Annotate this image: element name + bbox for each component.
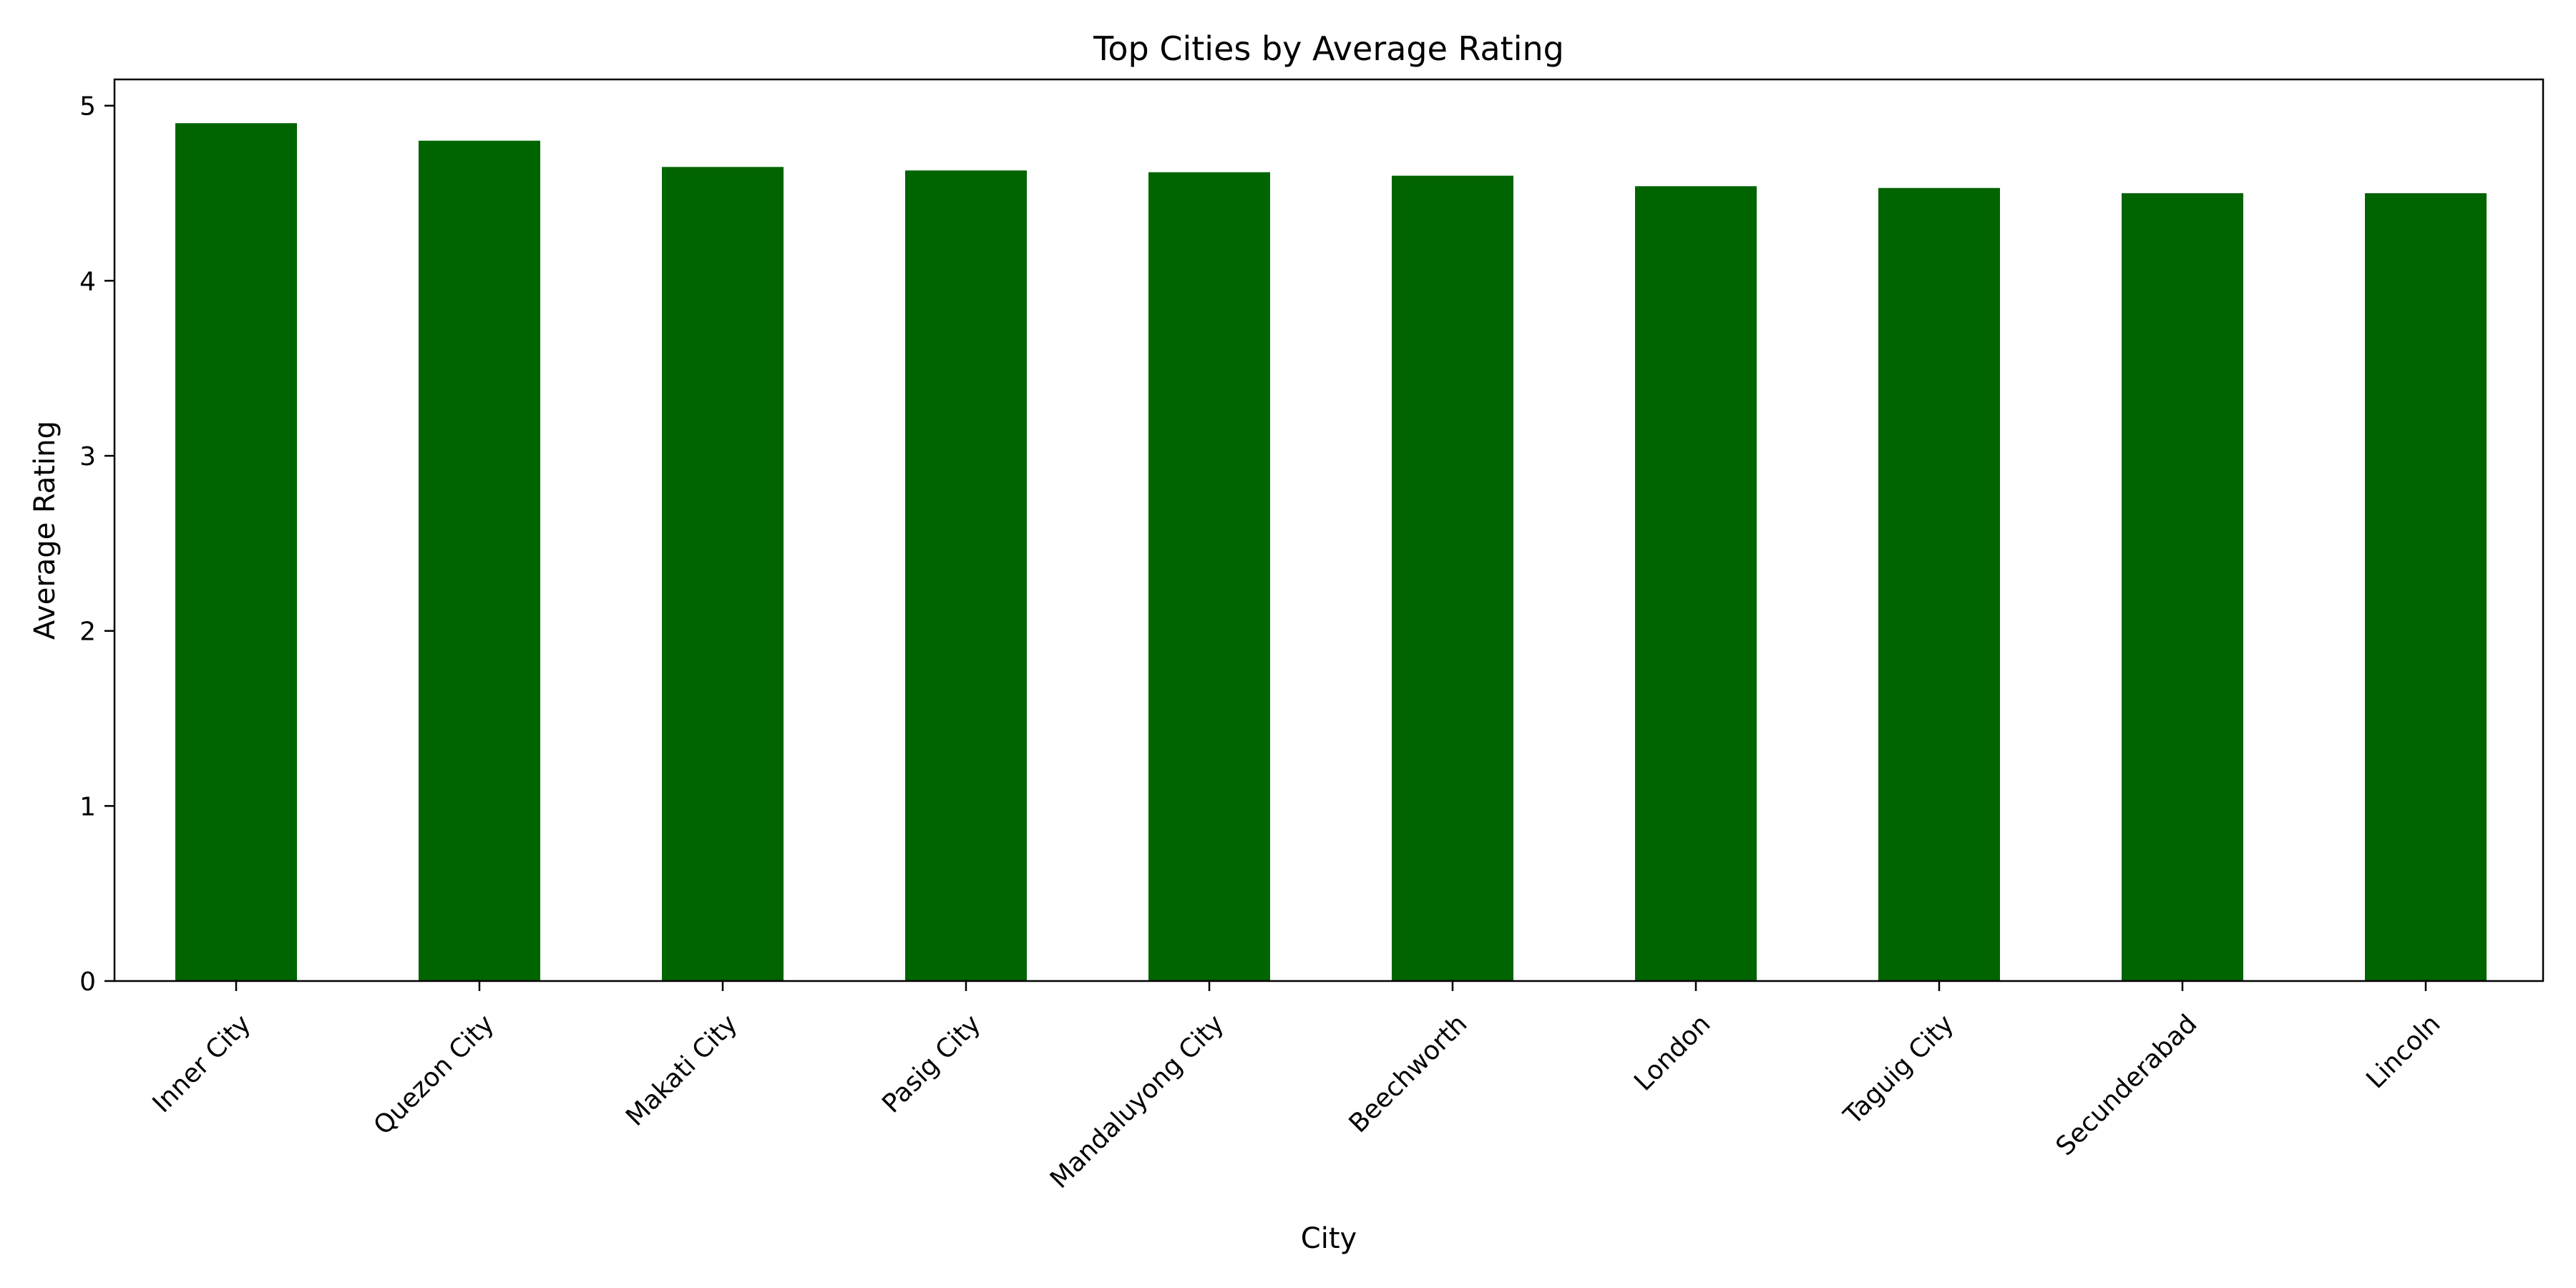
- bar-london: [1635, 186, 1757, 982]
- y-tick-label: 4: [79, 267, 96, 296]
- x-axis-ticks: Inner City Quezon City Makati City Pasig Ci…: [147, 981, 2446, 1194]
- y-tick-label: 2: [79, 618, 96, 647]
- bar-lincoln: [2365, 193, 2487, 982]
- y-tick-label: 1: [79, 792, 96, 821]
- bar-pasig-city: [905, 170, 1027, 982]
- bar-beechworth: [1392, 175, 1513, 981]
- bar-secunderabad: [2122, 193, 2243, 982]
- y-tick-label: 3: [79, 442, 96, 472]
- x-tick-label: Secunderabad: [2051, 1009, 2203, 1161]
- x-tick-label: Inner City: [147, 1009, 257, 1118]
- plot-area-frame: [113, 78, 2545, 982]
- x-tick-label: Lincoln: [2361, 1009, 2446, 1094]
- x-tick-label: Mandaluyong City: [1045, 1009, 1230, 1194]
- y-tick-label: 0: [79, 967, 96, 997]
- bar-inner-city: [175, 123, 297, 982]
- bar-makati-city: [662, 167, 784, 982]
- x-tick-label: London: [1629, 1009, 1716, 1096]
- x-tick-label: Quezon City: [369, 1009, 500, 1141]
- x-axis-label: City: [1301, 1222, 1357, 1255]
- x-tick-label: Beechworth: [1344, 1009, 1473, 1138]
- bars-group: [175, 123, 2487, 982]
- y-axis-ticks: 0 1 2 3 4 5: [79, 92, 114, 997]
- chart-title: Top Cities by Average Rating: [1093, 29, 1564, 68]
- bar-taguig-city: [1878, 187, 2000, 981]
- y-axis-label: Average Rating: [29, 421, 62, 640]
- x-tick-label: Makati City: [620, 1009, 743, 1131]
- x-tick-label: Pasig City: [877, 1009, 986, 1118]
- x-tick-label: Taguig City: [1838, 1009, 1959, 1131]
- bar-mandaluyong-city: [1148, 172, 1270, 981]
- y-tick-label: 5: [79, 92, 96, 122]
- bar-quezon-city: [419, 140, 540, 981]
